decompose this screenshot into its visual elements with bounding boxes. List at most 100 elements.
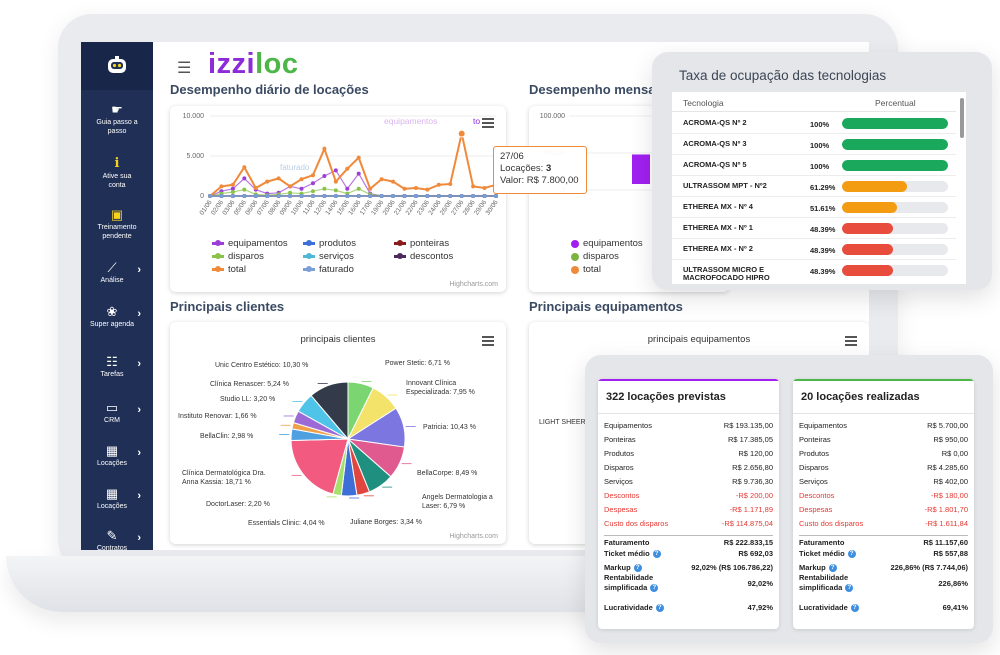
scrollbar[interactable]	[960, 98, 964, 138]
data-point-faturado[interactable]	[413, 194, 418, 198]
data-point-faturado[interactable]	[299, 194, 304, 198]
legend-item-equipamentos[interactable]: equipamentos	[571, 238, 643, 249]
data-point-total[interactable]	[379, 177, 384, 182]
data-point-equipamentos[interactable]	[242, 176, 247, 181]
data-point-total[interactable]	[482, 186, 487, 190]
data-point-equipamentos[interactable]	[322, 174, 327, 178]
sidebar-item-9[interactable]: ✎ Contratos ›	[81, 528, 153, 550]
help-icon[interactable]: ?	[828, 564, 837, 573]
legend-item-serviços[interactable]: serviços	[303, 251, 354, 262]
pie-slice[interactable]	[310, 381, 349, 441]
hover-point[interactable]	[457, 129, 466, 138]
legend-item-descontos[interactable]: descontos	[394, 251, 453, 262]
data-point-faturado[interactable]	[242, 194, 247, 198]
sidebar-item-0[interactable]: ☛ Guia passo a passo	[81, 102, 153, 136]
occupancy-row[interactable]: ETHEREA MX - Nº 2 48.39%	[672, 239, 956, 260]
data-point-total[interactable]	[413, 186, 418, 190]
help-icon[interactable]: ?	[850, 604, 859, 613]
data-point-faturado[interactable]	[265, 194, 270, 198]
data-point-disparos[interactable]	[356, 186, 361, 191]
chart-menu-icon[interactable]	[482, 118, 494, 130]
data-point-total[interactable]	[299, 177, 304, 182]
data-point-faturado[interactable]	[379, 194, 384, 198]
sidebar-item-7[interactable]: ▦ Locações ›	[81, 443, 153, 468]
data-point-faturado[interactable]	[230, 194, 235, 198]
occupancy-row[interactable]: ETHEREA MX - Nº 1 48.39%	[672, 218, 956, 239]
sidebar-item-5[interactable]: ☷ Tarefas ›	[81, 354, 153, 379]
data-point-total[interactable]	[356, 155, 361, 160]
data-point-faturado[interactable]	[402, 194, 407, 198]
data-point-total[interactable]	[425, 187, 430, 192]
data-point-disparos[interactable]	[322, 186, 327, 191]
data-point-faturado[interactable]	[356, 194, 361, 198]
data-point-faturado[interactable]	[322, 194, 327, 198]
occupancy-row[interactable]: ULTRASSOM MPT - Nº2 61.29%	[672, 176, 956, 197]
col-tech[interactable]: Tecnologia	[683, 98, 724, 108]
data-point-faturado[interactable]	[276, 194, 281, 198]
occupancy-row[interactable]: ETHEREA MX - Nº 4 51.61%	[672, 197, 956, 218]
data-point-equipamentos[interactable]	[333, 168, 338, 173]
data-point-faturado[interactable]	[310, 194, 315, 198]
data-point-faturado[interactable]	[494, 194, 498, 198]
hamburger-menu-icon[interactable]: ☰	[177, 60, 192, 77]
highcharts-credit[interactable]: Highcharts.com	[449, 281, 498, 288]
data-point-total[interactable]	[265, 179, 270, 184]
data-point-faturado[interactable]	[391, 194, 396, 198]
data-point-total[interactable]	[448, 182, 453, 186]
help-icon[interactable]: ?	[652, 550, 661, 559]
legend-item-total[interactable]: total	[212, 264, 246, 275]
sidebar-item-3[interactable]: ⟋ Análise ›	[81, 260, 153, 285]
data-point-faturado[interactable]	[448, 194, 453, 198]
data-point-total[interactable]	[276, 176, 281, 181]
data-point-disparos[interactable]	[333, 188, 338, 193]
sidebar-item-8[interactable]: ▦ Locações ›	[81, 486, 153, 511]
data-point-total[interactable]	[288, 184, 293, 189]
data-point-total[interactable]	[368, 186, 373, 191]
series-line-disparos[interactable]	[209, 188, 496, 197]
occupancy-row[interactable]: ULTRASSOM MICRO E MACROFOCADO HIPRO 48.39…	[672, 260, 956, 284]
chart-menu-icon[interactable]	[845, 336, 857, 348]
data-point-faturado[interactable]	[425, 194, 430, 198]
help-icon[interactable]: ?	[845, 584, 854, 593]
brand-logo[interactable]: izziloc	[208, 48, 299, 80]
data-point-equipamentos[interactable]	[310, 181, 315, 186]
data-point-equipamentos[interactable]	[356, 171, 361, 176]
data-point-total[interactable]	[402, 186, 407, 191]
data-point-faturado[interactable]	[208, 194, 212, 198]
data-point-total[interactable]	[333, 179, 338, 184]
legend-item-produtos[interactable]: produtos	[303, 238, 356, 249]
data-point-total[interactable]	[391, 179, 396, 184]
occupancy-row[interactable]: ACROMA-QS Nº 3 100%	[672, 134, 956, 155]
data-point-total[interactable]	[230, 182, 235, 187]
sidebar-item-6[interactable]: ▭ CRM ›	[81, 400, 153, 425]
data-point-total[interactable]	[242, 165, 247, 170]
app-logo[interactable]	[81, 42, 153, 90]
data-point-faturado[interactable]	[253, 194, 258, 198]
occupancy-row[interactable]: ACROMA-QS Nº 5 100%	[672, 155, 956, 176]
data-point-faturado[interactable]	[288, 194, 293, 198]
data-point-total[interactable]	[322, 146, 327, 151]
data-point-disparos[interactable]	[288, 190, 293, 195]
occupancy-row[interactable]: ACROMA-QS Nº 2 100%	[672, 113, 956, 134]
sidebar-item-1[interactable]: i Ative sua conta	[81, 156, 153, 190]
help-icon[interactable]: ?	[650, 584, 659, 593]
data-point-faturado[interactable]	[345, 194, 350, 198]
data-point-total[interactable]	[253, 186, 258, 190]
data-point-faturado[interactable]	[219, 194, 224, 198]
legend-item-disparos[interactable]: disparos	[571, 251, 619, 262]
bar-equipamentos[interactable]	[632, 154, 650, 184]
data-point-faturado[interactable]	[436, 194, 441, 198]
sidebar-item-4[interactable]: ❀ Super agenda ›	[81, 304, 153, 329]
legend-item-equipamentos[interactable]: equipamentos	[212, 238, 288, 249]
data-point-faturado[interactable]	[471, 194, 476, 198]
data-point-equipamentos[interactable]	[230, 186, 235, 191]
legend-item-total[interactable]: total	[571, 264, 601, 275]
data-point-total[interactable]	[310, 173, 315, 178]
data-point-faturado[interactable]	[459, 194, 464, 198]
data-point-total[interactable]	[436, 182, 441, 187]
col-percent[interactable]: Percentual	[875, 98, 916, 108]
data-point-disparos[interactable]	[242, 187, 247, 192]
help-icon[interactable]: ?	[655, 604, 664, 613]
data-point-total[interactable]	[471, 184, 476, 189]
legend-item-disparos[interactable]: disparos	[212, 251, 264, 262]
